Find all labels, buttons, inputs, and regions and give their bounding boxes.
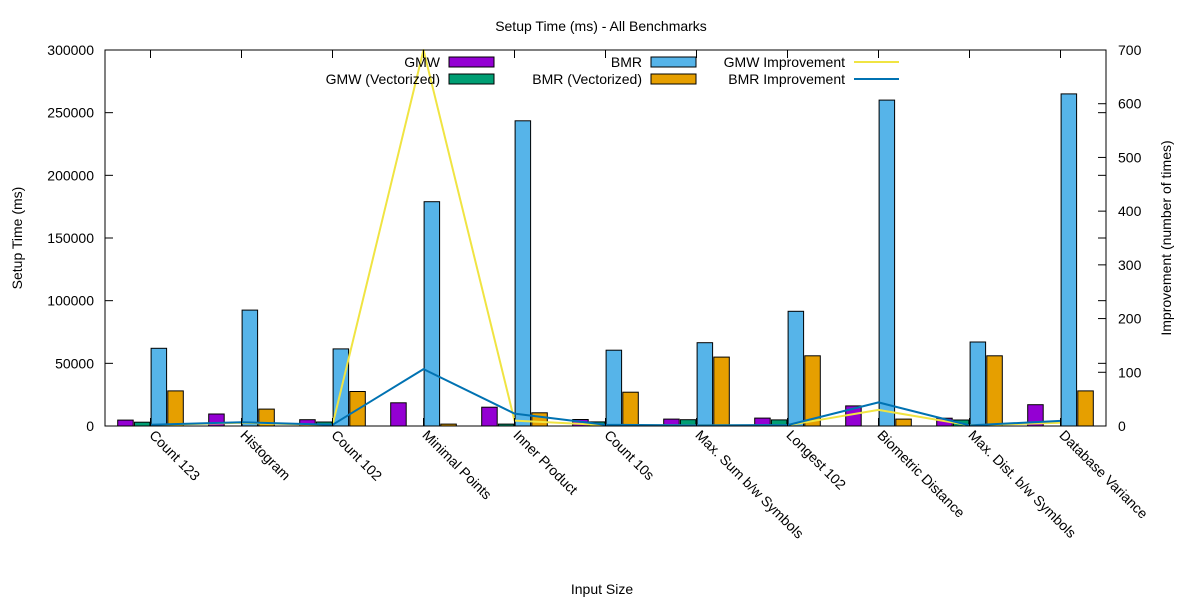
y2-tick-label: 400 bbox=[1118, 203, 1142, 219]
y-tick-label: 150000 bbox=[47, 230, 94, 246]
bar bbox=[895, 418, 912, 427]
y2-tick-label: 200 bbox=[1118, 311, 1142, 327]
bar bbox=[878, 99, 896, 427]
series-line bbox=[150, 49, 1061, 427]
legend-label: BMR Improvement bbox=[728, 71, 845, 87]
y-tick-label: 0 bbox=[86, 418, 94, 434]
legend-label: GMW bbox=[404, 54, 441, 70]
x-tick-label: Longest 102 bbox=[783, 427, 849, 493]
bar bbox=[696, 342, 714, 427]
y-tick-label: 200000 bbox=[47, 167, 94, 183]
y-tick-label: 300000 bbox=[47, 42, 94, 58]
x-tick-label: Count 102 bbox=[328, 427, 385, 484]
x-tick-label: Count 10s bbox=[601, 427, 657, 483]
bar bbox=[622, 391, 639, 427]
y2-tick-label: 600 bbox=[1118, 96, 1142, 112]
bar-group bbox=[117, 93, 1094, 427]
bar bbox=[969, 341, 987, 427]
legend-label: GMW Improvement bbox=[724, 54, 845, 70]
y2-tick-label: 300 bbox=[1118, 257, 1142, 273]
y2-tick-label: 700 bbox=[1118, 42, 1142, 58]
legend-label: GMW (Vectorized) bbox=[326, 71, 440, 87]
bar bbox=[241, 309, 259, 427]
axes: 0 50000 100000 150000 200000 250000 300000 0 100… bbox=[47, 42, 1151, 542]
y2-tick-label: 0 bbox=[1118, 418, 1126, 434]
bar bbox=[713, 356, 730, 427]
bar bbox=[133, 421, 151, 427]
line-group bbox=[150, 49, 1061, 427]
y2-axis-label: Improvement (number of times) bbox=[1158, 140, 1174, 335]
y-tick-label: 250000 bbox=[47, 105, 94, 121]
chart-title: Setup Time (ms) - All Benchmarks bbox=[495, 18, 707, 34]
bar bbox=[150, 347, 168, 427]
legend-label: BMR bbox=[611, 54, 642, 70]
legend-swatch bbox=[448, 56, 495, 68]
legend-label: BMR (Vectorized) bbox=[532, 71, 642, 87]
bar bbox=[787, 310, 805, 427]
legend-swatch bbox=[448, 73, 495, 85]
x-axis-label: Input Size bbox=[571, 581, 633, 597]
x-tick-label: Count 123 bbox=[146, 427, 203, 484]
bar bbox=[605, 349, 623, 427]
x-tick-label: Inner Product bbox=[510, 427, 581, 498]
bar bbox=[1060, 93, 1078, 427]
bar bbox=[117, 419, 134, 427]
bar bbox=[986, 355, 1003, 427]
x-tick-label: Biometric Distance bbox=[874, 427, 968, 521]
bar bbox=[481, 406, 498, 427]
bar bbox=[514, 120, 532, 427]
x-tick-label: Minimal Points bbox=[419, 427, 495, 503]
y2-tick-label: 100 bbox=[1118, 364, 1142, 380]
y-tick-label: 100000 bbox=[47, 293, 94, 309]
y-tick-label: 50000 bbox=[55, 355, 94, 371]
legend-swatch bbox=[650, 73, 697, 85]
bar bbox=[531, 412, 548, 427]
bar bbox=[423, 201, 441, 427]
x-tick-label: Database Variance bbox=[1056, 427, 1151, 522]
bar bbox=[804, 355, 821, 427]
y2-tick-label: 500 bbox=[1118, 149, 1142, 165]
bar bbox=[167, 390, 184, 427]
bar bbox=[390, 402, 407, 427]
bar bbox=[1077, 390, 1094, 427]
y-axis-label: Setup Time (ms) bbox=[9, 187, 25, 290]
x-tick-label: Histogram bbox=[237, 427, 293, 483]
legend-swatch bbox=[650, 56, 697, 68]
